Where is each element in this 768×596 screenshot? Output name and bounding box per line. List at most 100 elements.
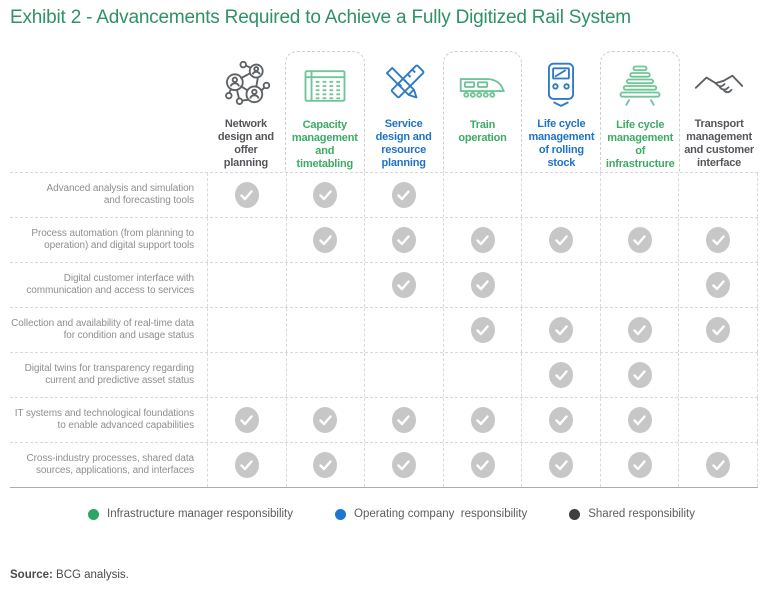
matrix-cell (678, 353, 759, 397)
legend: Infrastructure manager responsibility Ope… (88, 508, 768, 520)
legend-label: Operating company responsibility (354, 508, 528, 520)
check-icon (706, 452, 731, 478)
matrix-cell (678, 443, 759, 487)
matrix-cell (521, 353, 600, 397)
matrix-cell (442, 263, 522, 307)
check-icon (391, 452, 416, 478)
matrix-cell (599, 353, 679, 397)
table-row: Process automation (from planning to ope… (10, 217, 759, 262)
source-text: BCG analysis. (52, 569, 129, 581)
matrix-cell (285, 353, 365, 397)
pencil-ruler-icon (378, 55, 430, 115)
column-header-1: Network design and offer planning (207, 51, 285, 172)
check-icon (549, 317, 574, 343)
check-icon (627, 407, 652, 433)
matrix-cell (364, 353, 443, 397)
check-icon (706, 227, 731, 253)
matrix-cell (207, 263, 286, 307)
exhibit-title: Exhibit 2 - Advancements Required to Ach… (10, 7, 631, 28)
table-row: Cross-industry processes, shared data so… (10, 442, 759, 487)
matrix-cell (442, 173, 522, 217)
check-icon (549, 452, 574, 478)
matrix-cell (285, 308, 365, 352)
network-icon (220, 55, 272, 115)
legend-item: Operating company responsibility (335, 508, 527, 520)
table-row: Digital twins for transparency regarding… (10, 352, 759, 397)
matrix-cell (207, 443, 286, 487)
check-icon (549, 227, 574, 253)
table-row: Collection and availability of real-time… (10, 307, 759, 352)
row-label: Collection and availability of real-time… (11, 317, 194, 342)
check-icon (391, 182, 416, 208)
column-header-label: Life cycle management of infrastructure (605, 119, 675, 170)
check-icon (627, 227, 652, 253)
matrix-cell (442, 353, 522, 397)
column-header-4: Train operation (442, 51, 523, 172)
train-side-icon (457, 56, 509, 116)
column-header-label: Transport management and customer interf… (684, 118, 754, 169)
timetable-icon (299, 56, 351, 116)
matrix-cell (521, 308, 600, 352)
matrix-cell (207, 218, 286, 262)
check-icon (549, 407, 574, 433)
check-icon (470, 317, 495, 343)
matrix-cell (364, 443, 443, 487)
handshake-icon (693, 55, 745, 115)
matrix-cell (599, 443, 679, 487)
matrix-cell (207, 398, 286, 442)
legend-label: Shared responsibility (588, 508, 695, 520)
legend-dot (335, 508, 346, 520)
matrix-cell (521, 218, 600, 262)
matrix-cell (678, 218, 759, 262)
column-header-3: Service design and resource planning (365, 51, 443, 172)
check-icon (391, 272, 416, 298)
matrix-cell (599, 398, 679, 442)
matrix-cell (207, 173, 286, 217)
row-label: Digital customer interface with communic… (26, 272, 194, 297)
matrix-cell (364, 173, 443, 217)
check-icon (627, 317, 652, 343)
row-label: Digital twins for transparency regarding… (24, 362, 195, 387)
matrix-body: Advanced analysis and simulation and for… (10, 172, 759, 488)
matrix-cell (442, 443, 522, 487)
check-icon (234, 182, 259, 208)
check-icon (470, 272, 495, 298)
matrix-cell (442, 398, 522, 442)
check-icon (470, 452, 495, 478)
check-icon (627, 362, 652, 388)
column-header-6: Life cycle management of infrastructure (600, 51, 681, 172)
check-icon (391, 407, 416, 433)
table-row: Digital customer interface with communic… (10, 262, 759, 307)
check-icon (627, 452, 652, 478)
check-icon (234, 452, 259, 478)
check-icon (470, 407, 495, 433)
column-header-label: Train operation (458, 119, 507, 144)
column-header-5: Life cycle management of rolling stock (522, 51, 600, 172)
source-label: Source: (10, 569, 53, 581)
check-icon (313, 182, 338, 208)
matrix-cell (678, 308, 759, 352)
matrix-cell (442, 308, 522, 352)
matrix-cell (678, 263, 759, 307)
check-icon (706, 317, 731, 343)
row-label: Advanced analysis and simulation and for… (46, 182, 195, 207)
matrix-cell (285, 443, 365, 487)
table-row: IT systems and technological foundations… (10, 397, 759, 442)
matrix-cell (364, 218, 443, 262)
matrix-cell (599, 263, 679, 307)
check-icon (391, 227, 416, 253)
train-front-icon (535, 55, 587, 115)
matrix-cell (678, 173, 759, 217)
matrix-cell (364, 263, 443, 307)
matrix-cell (521, 173, 600, 217)
matrix-cell (678, 398, 759, 442)
matrix-cell (285, 218, 365, 262)
legend-label: Infrastructure manager responsibility (107, 508, 293, 520)
header-spacer (10, 51, 207, 172)
rail-track-icon (614, 56, 666, 116)
matrix-cell (285, 263, 365, 307)
column-header-2: Capacity management and timetabling (284, 51, 365, 172)
check-icon (549, 362, 574, 388)
check-icon (313, 227, 338, 253)
